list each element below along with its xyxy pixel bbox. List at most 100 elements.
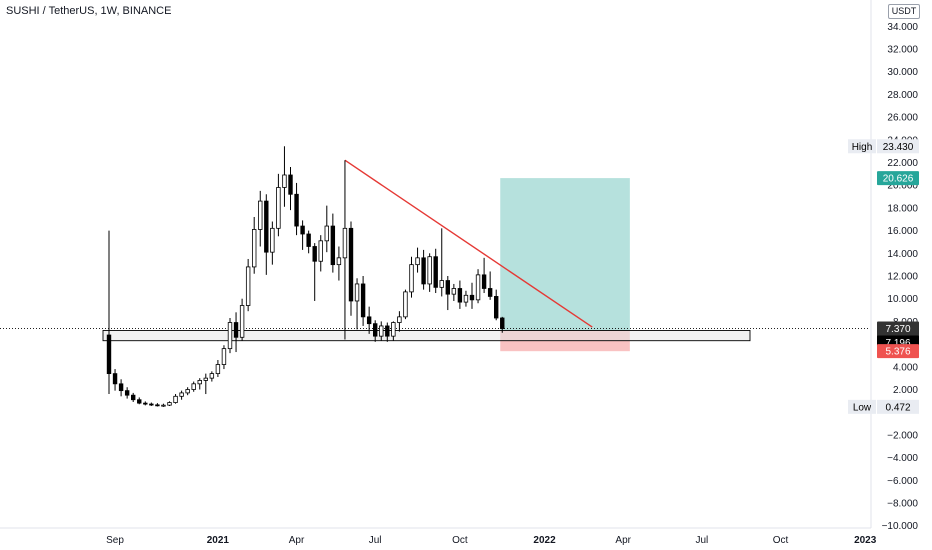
candle-body bbox=[415, 257, 420, 266]
candle-body bbox=[324, 225, 329, 242]
candle-body bbox=[439, 280, 444, 288]
candle-body bbox=[149, 403, 154, 406]
stop-tag-bg bbox=[877, 344, 919, 359]
candle-body bbox=[421, 257, 426, 285]
candle-body bbox=[118, 383, 124, 392]
y-tick-label: −8.000 bbox=[887, 499, 918, 510]
candle-body bbox=[233, 322, 239, 338]
candle-body bbox=[112, 373, 118, 385]
chart-title: SUSHI / TetherUS, 1W, BINANCE bbox=[6, 5, 172, 17]
y-tick-label: −4.000 bbox=[887, 453, 918, 464]
x-tick-label: Oct bbox=[452, 535, 468, 546]
support-zone[interactable] bbox=[102, 330, 751, 342]
y-tick-label: 32.000 bbox=[887, 45, 918, 56]
candle-body bbox=[354, 283, 360, 302]
candle-body bbox=[336, 257, 342, 266]
y-tick-label: −6.000 bbox=[887, 476, 918, 487]
target-zone[interactable] bbox=[500, 178, 630, 331]
candle-body bbox=[445, 280, 450, 295]
candle-body bbox=[191, 383, 196, 390]
candle-body bbox=[306, 233, 311, 247]
stop-value: 5.376 bbox=[885, 347, 910, 358]
y-tick-label: 34.000 bbox=[887, 22, 918, 33]
candle-body bbox=[330, 225, 336, 266]
y-tick-label: 18.000 bbox=[887, 203, 918, 214]
y-tick-label: 10.000 bbox=[887, 294, 918, 305]
candle-body bbox=[251, 229, 257, 268]
y-tick-label: 12.000 bbox=[887, 272, 918, 283]
low-label-bg bbox=[848, 399, 876, 414]
candle-body bbox=[106, 334, 112, 375]
descending-trendline[interactable] bbox=[344, 159, 593, 328]
high-label-bg bbox=[848, 139, 876, 154]
candle-body bbox=[391, 322, 396, 337]
y-tick-label: 4.000 bbox=[893, 362, 918, 373]
candle-body bbox=[155, 404, 160, 407]
candle-body bbox=[475, 274, 481, 301]
candle-body bbox=[366, 316, 372, 325]
x-tick-label: Apr bbox=[615, 535, 631, 546]
candle-body bbox=[294, 193, 299, 227]
candle-body bbox=[360, 283, 366, 318]
candle-body bbox=[385, 325, 390, 337]
candle-body bbox=[130, 394, 136, 401]
target-tag-bg bbox=[877, 171, 919, 186]
low-value: 0.472 bbox=[885, 402, 910, 413]
candle-body bbox=[318, 240, 323, 262]
candle-body bbox=[397, 316, 402, 323]
low-label: Low bbox=[853, 402, 872, 413]
currency-selector[interactable]: USDT bbox=[888, 4, 920, 19]
candle-body bbox=[451, 288, 457, 295]
candle-body bbox=[342, 227, 348, 259]
high-value-bg bbox=[877, 139, 919, 154]
candle-body bbox=[179, 392, 184, 397]
low-value-bg bbox=[877, 399, 919, 414]
high-label: High bbox=[852, 142, 873, 153]
candle-body bbox=[403, 291, 408, 318]
candle-body bbox=[137, 399, 142, 404]
high-value: 23.430 bbox=[883, 142, 914, 153]
candle-body bbox=[209, 373, 215, 379]
y-tick-label: 20.000 bbox=[887, 181, 918, 192]
x-tick-label: Jul bbox=[695, 535, 708, 546]
candle-body bbox=[282, 174, 287, 188]
y-tick-label: 26.000 bbox=[887, 113, 918, 124]
candle-body bbox=[427, 256, 432, 285]
candle-body bbox=[312, 246, 317, 262]
candle-body bbox=[372, 323, 378, 337]
y-tick-label: 16.000 bbox=[887, 226, 918, 237]
y-tick-label: 14.000 bbox=[887, 249, 918, 260]
candle-body bbox=[245, 266, 251, 306]
y-tick-label: −10.000 bbox=[882, 521, 919, 532]
candle-body bbox=[173, 395, 178, 403]
last-price-value: 7.370 bbox=[885, 324, 910, 335]
candle-body bbox=[457, 288, 463, 303]
candle-body bbox=[463, 294, 469, 303]
candle-body bbox=[493, 296, 499, 319]
candle-body bbox=[221, 348, 227, 365]
candle-body bbox=[124, 390, 130, 396]
candle-body bbox=[185, 389, 190, 394]
candle-body bbox=[258, 200, 263, 230]
x-tick-label: Apr bbox=[289, 535, 305, 546]
y-tick-label: 30.000 bbox=[887, 67, 918, 78]
candle-body bbox=[143, 402, 148, 405]
candle-body bbox=[270, 227, 275, 253]
candle-body bbox=[481, 274, 487, 289]
candle-body bbox=[239, 305, 245, 338]
candle-body bbox=[469, 294, 475, 301]
candle-body bbox=[348, 227, 354, 302]
candle-body bbox=[264, 200, 269, 253]
y-tick-label: 2.000 bbox=[893, 385, 918, 396]
candle-body bbox=[300, 225, 305, 235]
candle-body bbox=[227, 322, 233, 350]
y-tick-label: −2.000 bbox=[887, 430, 918, 441]
x-tick-label: 2022 bbox=[533, 535, 556, 546]
candle-body bbox=[276, 187, 281, 229]
y-tick-label: 28.000 bbox=[887, 90, 918, 101]
entry-value: 7.196 bbox=[885, 338, 910, 349]
y-tick-label: 22.000 bbox=[887, 158, 918, 169]
candle-body bbox=[215, 364, 221, 375]
x-tick-label: Oct bbox=[773, 535, 789, 546]
